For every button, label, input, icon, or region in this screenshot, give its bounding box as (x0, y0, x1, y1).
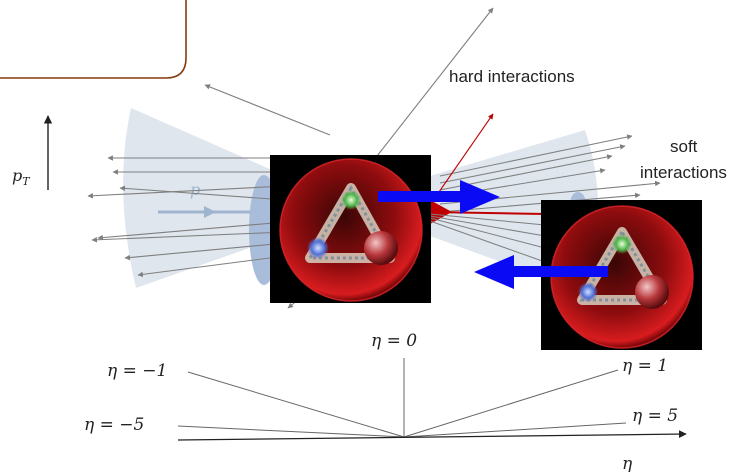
frame-box (0, 0, 187, 79)
tracks-central (429, 213, 546, 263)
beam-arrow-mid (204, 206, 216, 218)
eta-axis-arrow (177, 430, 687, 441)
eta-zero-label: η = 0 (371, 331, 417, 351)
eta-pos5-label: η = 5 (632, 406, 678, 426)
tracks-hard (429, 113, 546, 224)
hard-interactions-label: hard interactions (449, 67, 575, 86)
proton-label: p (190, 180, 200, 199)
proton-sphere-icon (305, 183, 398, 265)
eta-neg1-label: η = −1 (107, 361, 167, 381)
eta-pos1-label: η = 1 (622, 356, 668, 376)
soft-interactions-label-line2: interactions (640, 163, 727, 182)
beam-fan-left (123, 108, 272, 288)
soft-interactions-label-line1: soft (670, 137, 698, 156)
pt-label: pT (12, 166, 31, 188)
collision-arrow-right (378, 180, 500, 214)
proton-image-left (270, 155, 431, 303)
eta-lines (177, 358, 627, 438)
collision-arrow-left (474, 255, 608, 289)
eta-neg5-label: η = −5 (84, 415, 144, 435)
eta-axis-label: η (622, 454, 633, 472)
